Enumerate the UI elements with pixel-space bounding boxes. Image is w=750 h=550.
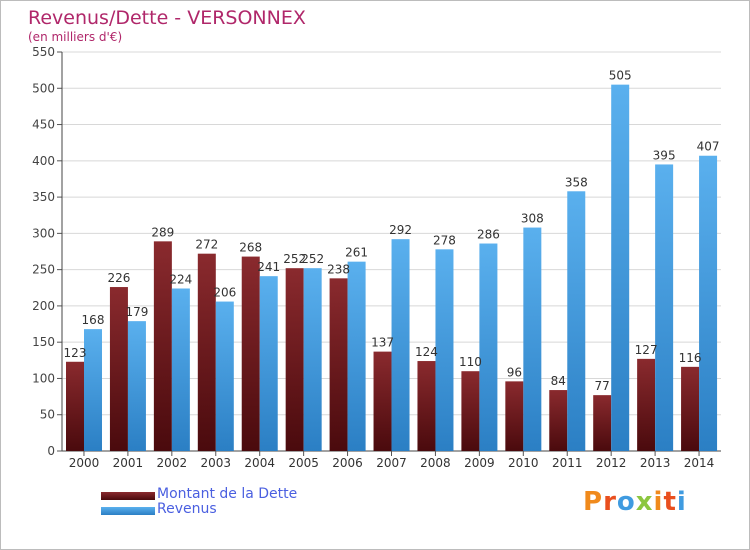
y-tick-label: 450 [32,118,55,132]
bar-revenus [347,261,366,451]
y-tick-label: 500 [32,81,55,95]
bar-revenus [171,288,190,451]
data-label: 395 [653,148,676,162]
data-label: 252 [301,252,324,266]
data-label: 179 [125,305,148,319]
x-tick-label: 2003 [200,456,231,470]
bar-dette [417,361,436,451]
y-tick-label: 400 [32,154,55,168]
data-label: 505 [609,69,632,83]
x-tick-label: 2007 [376,456,407,470]
data-label: 127 [635,343,658,357]
bar-dette [153,241,172,451]
bar-dette [461,371,480,451]
x-tick-label: 2011 [552,456,583,470]
data-label: 124 [415,345,438,359]
bar-dette [549,390,568,451]
data-label: 206 [213,286,236,300]
data-label: 84 [551,374,566,388]
chart-subtitle: (en milliers d'€) [28,30,123,44]
data-label: 77 [595,379,610,393]
bar-dette [681,366,700,451]
data-label: 241 [257,260,280,274]
data-label: 308 [521,212,544,226]
proxiti-logo: Proxiti [583,487,687,517]
bar-revenus [391,239,410,451]
legend-label-dette: Montant de la Dette [157,486,298,502]
bar-revenus [699,155,718,452]
x-tick-label: 2006 [332,456,363,470]
data-label: 289 [151,225,174,239]
y-tick-label: 150 [32,335,55,349]
y-tick-label: 350 [32,190,55,204]
x-tick-label: 2000 [69,456,100,470]
bar-dette [505,381,524,451]
data-label: 137 [371,336,394,350]
bar-revenus [215,301,234,451]
x-tick-label: 2001 [113,456,144,470]
bar-dette [637,358,656,451]
data-label: 268 [239,241,262,255]
legend-swatch-revenus [101,507,155,515]
x-tick-label: 2013 [640,456,671,470]
y-tick-label: 0 [47,444,55,458]
data-label: 292 [389,223,412,237]
y-tick-label: 200 [32,299,55,313]
bar-revenus [303,268,322,451]
data-label: 110 [459,355,482,369]
bar-dette [241,256,260,451]
y-tick-label: 550 [32,45,55,59]
data-label: 358 [565,175,588,189]
bar-revenus [127,321,146,451]
data-label: 168 [82,313,105,327]
data-label: 252 [283,252,306,266]
y-tick-label: 300 [32,226,55,240]
bar-revenus [435,249,454,451]
data-label: 96 [507,365,522,379]
legend-label-revenus: Revenus [157,501,217,517]
x-tick-label: 2010 [508,456,539,470]
chart-title: Revenus/Dette - VERSONNEX [28,7,306,29]
x-tick-label: 2012 [596,456,627,470]
data-label: 407 [697,140,720,154]
x-tick-label: 2014 [684,456,715,470]
bar-revenus [611,84,630,452]
bar-revenus [84,329,102,451]
x-tick-label: 2009 [464,456,495,470]
bar-dette [329,278,348,451]
x-tick-label: 2008 [420,456,451,470]
bar-layer [66,84,718,452]
data-label: 123 [64,346,87,360]
y-tick-label: 250 [32,263,55,277]
y-tick-label: 100 [32,371,55,385]
x-tick-label: 2004 [244,456,275,470]
data-label: 286 [477,228,500,242]
data-label: 116 [679,351,702,365]
y-tick-label: 50 [40,408,55,422]
data-label: 226 [107,271,130,285]
data-label: 272 [195,238,218,252]
x-tick-label: 2005 [288,456,319,470]
bar-revenus [479,243,498,451]
bar-dette [109,287,128,451]
data-label: 278 [433,233,456,247]
bar-revenus [523,227,542,451]
data-label: 224 [169,272,192,286]
label-layer: 1231682261792892242722062682412522522382… [64,69,720,393]
bar-revenus [259,276,278,451]
bar-revenus [655,164,674,452]
bar-dette [197,253,216,451]
data-label: 238 [327,262,350,276]
data-label: 261 [345,246,368,260]
bar-dette [593,395,612,451]
x-tick-label: 2002 [157,456,188,470]
bar-revenus [567,191,586,451]
legend-swatch-dette [101,492,155,500]
bar-dette [66,361,84,451]
bar-dette [373,351,392,451]
bar-dette [285,268,304,451]
axis-layer: 0 50 100 150 200 250 300 350 400 450 500 550 2000 200… [32,45,721,470]
